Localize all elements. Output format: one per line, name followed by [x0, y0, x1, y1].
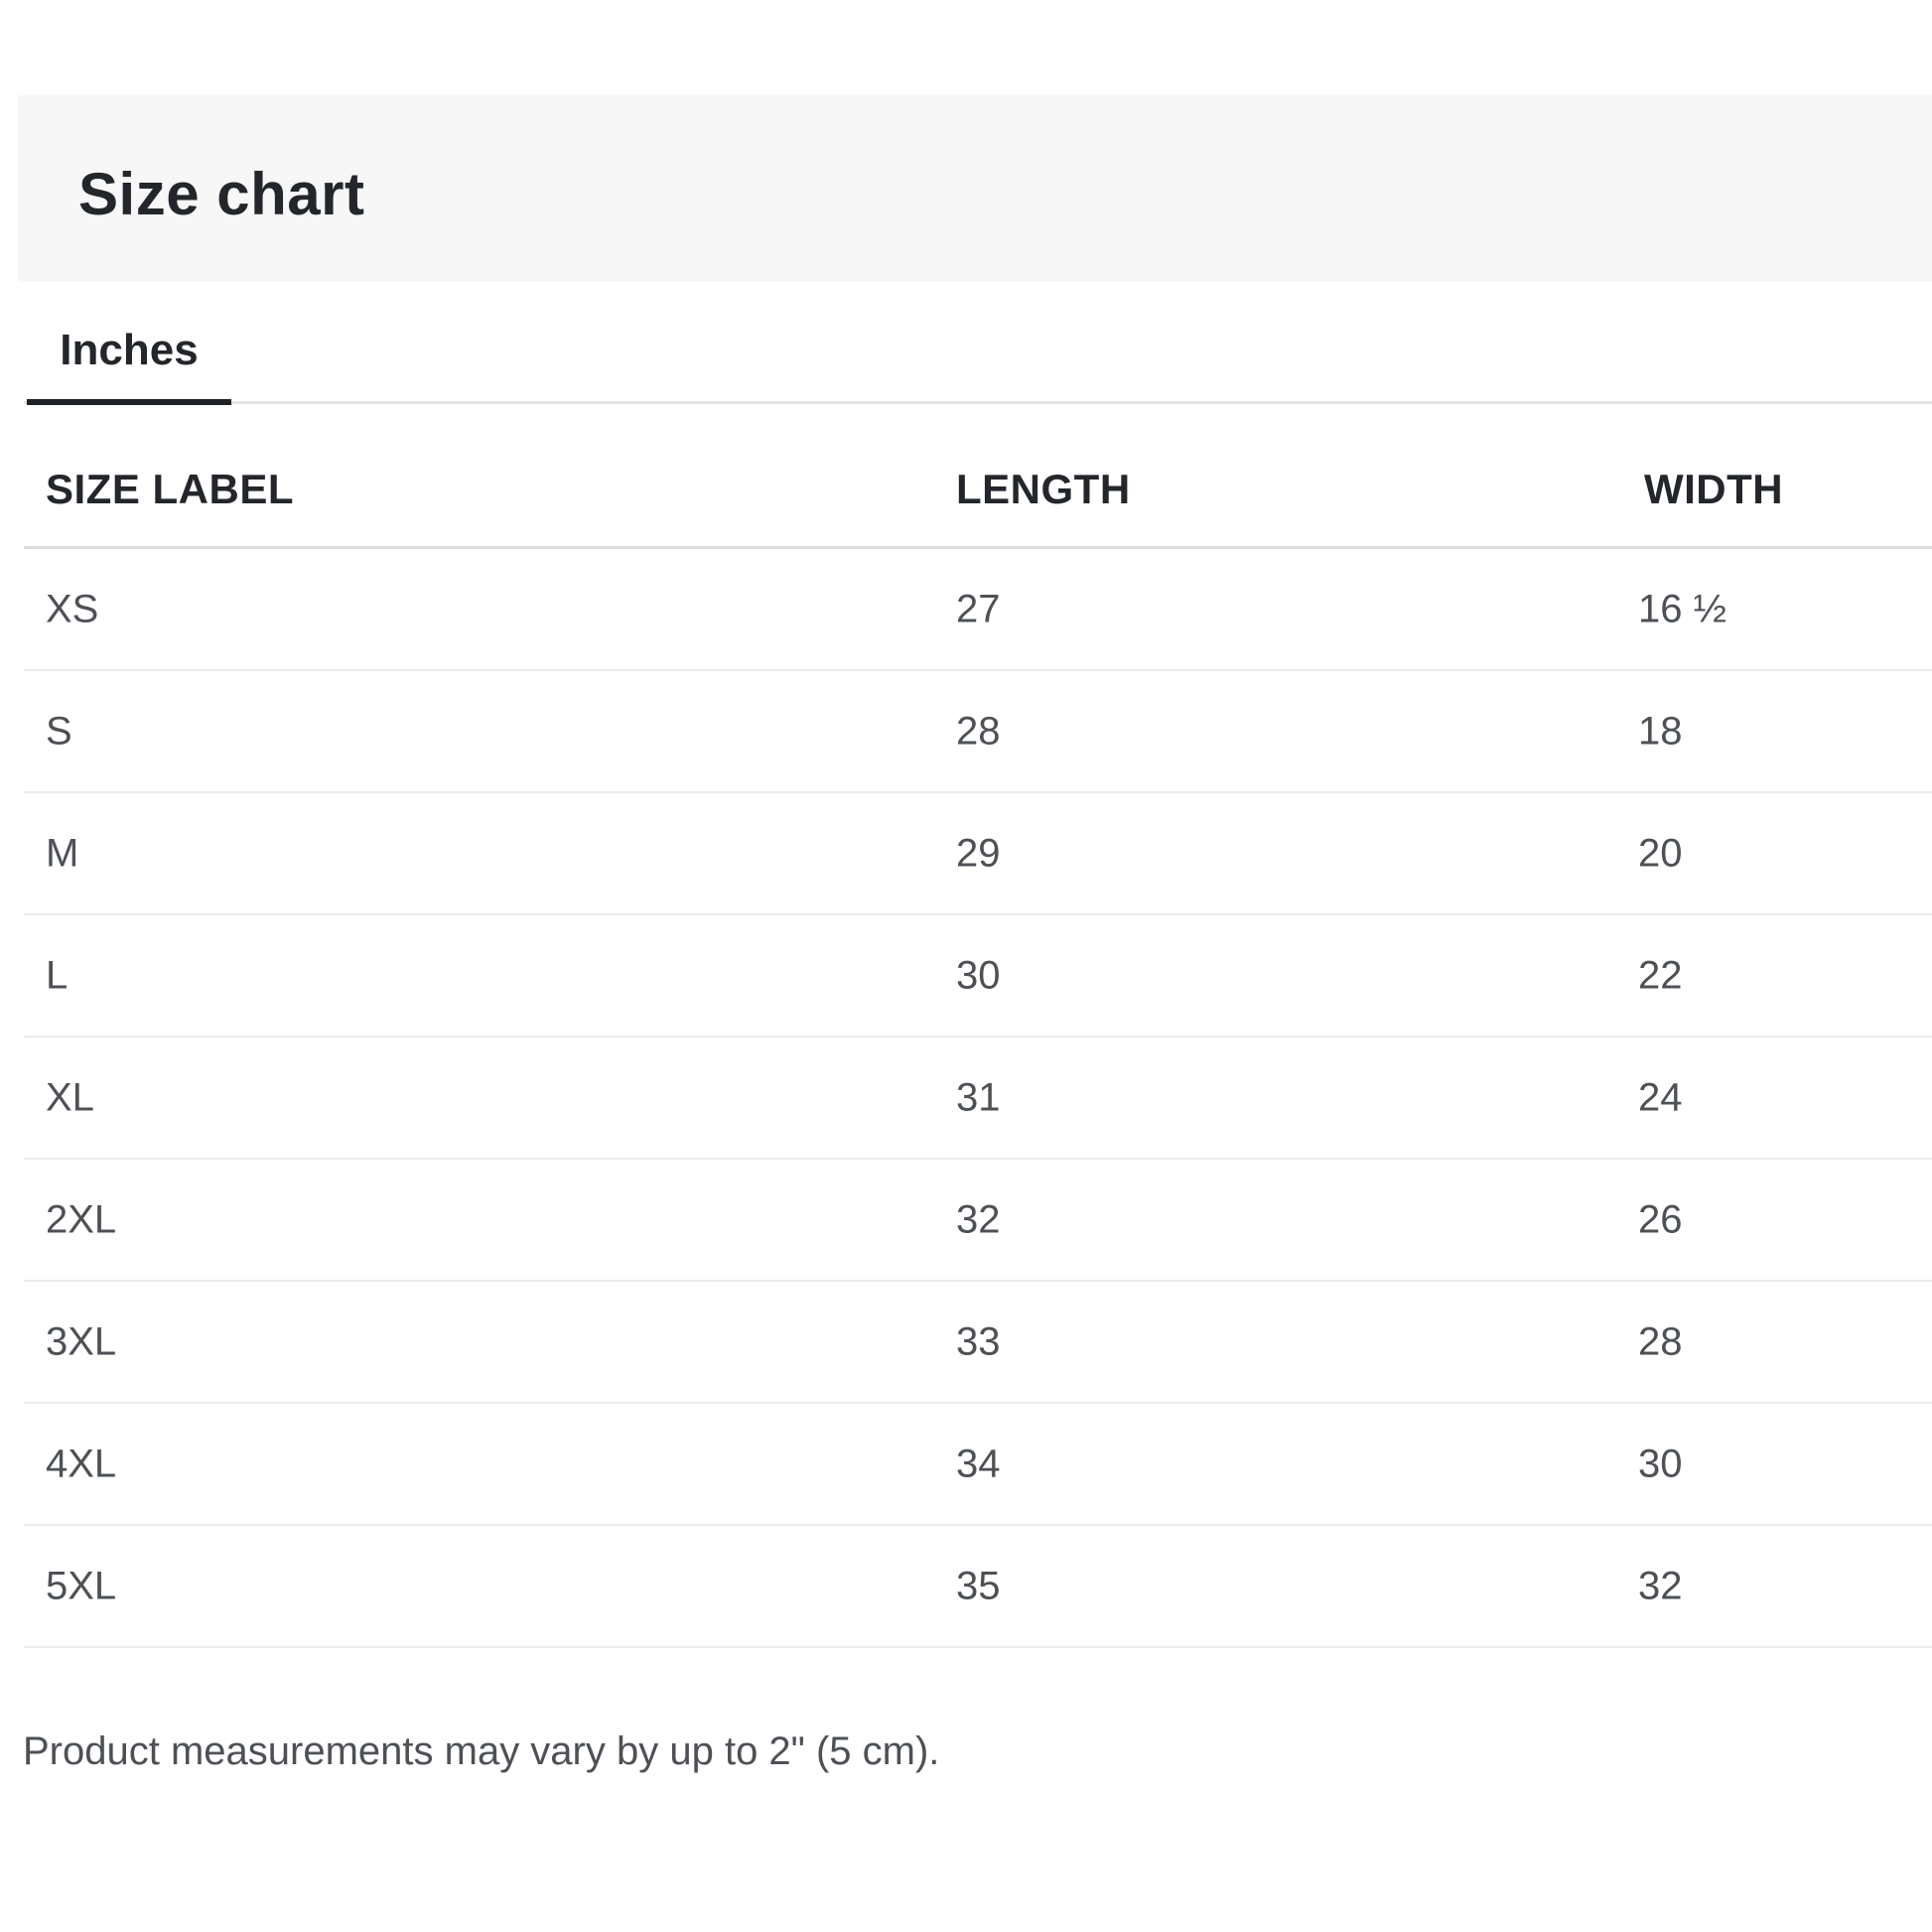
- width-cell: 18: [1638, 708, 1683, 753]
- page-title: Size chart: [78, 160, 365, 227]
- table-header-divider: [24, 546, 1932, 549]
- table-row: 4XL 34 30: [0, 1404, 1932, 1526]
- size-cell: 2XL: [46, 1196, 117, 1241]
- size-cell: M: [46, 830, 79, 875]
- size-table-body: XS 27 16 ½ S 28 18 M 29 20 L 30 22 XL 31…: [0, 549, 1932, 1648]
- table-row: L 30 22: [0, 915, 1932, 1037]
- width-cell: 26: [1638, 1196, 1683, 1241]
- width-cell: 24: [1638, 1074, 1683, 1119]
- tabs-baseline-divider: [24, 401, 1932, 404]
- length-cell: 29: [956, 830, 1001, 875]
- table-row: 3XL 33 28: [0, 1282, 1932, 1404]
- length-cell: 34: [956, 1441, 1001, 1485]
- column-header-size-label: SIZE LABEL: [46, 466, 295, 512]
- length-cell: 33: [956, 1318, 1001, 1363]
- size-chart-header-band: Size chart: [18, 95, 1932, 282]
- size-cell: 4XL: [46, 1441, 117, 1485]
- table-row: XS 27 16 ½: [0, 549, 1932, 671]
- size-cell: XL: [46, 1074, 94, 1119]
- width-cell: 16 ½: [1638, 586, 1726, 630]
- length-cell: 35: [956, 1563, 1001, 1607]
- size-cell: 5XL: [46, 1563, 117, 1607]
- size-cell: L: [46, 952, 69, 997]
- length-cell: 30: [956, 952, 1001, 997]
- length-cell: 28: [956, 708, 1001, 753]
- measurement-disclaimer: Product measurements may vary by up to 2…: [23, 1729, 940, 1773]
- width-cell: 22: [1638, 952, 1683, 997]
- width-cell: 20: [1638, 830, 1683, 875]
- column-header-width: WIDTH: [1644, 466, 1784, 512]
- table-row: 2XL 32 26: [0, 1160, 1932, 1282]
- table-row: M 29 20: [0, 793, 1932, 915]
- width-cell: 30: [1638, 1441, 1683, 1485]
- width-cell: 32: [1638, 1563, 1683, 1607]
- width-cell: 28: [1638, 1318, 1683, 1363]
- length-cell: 27: [956, 586, 1001, 630]
- size-cell: S: [46, 708, 72, 753]
- length-cell: 32: [956, 1196, 1001, 1241]
- table-row: 5XL 35 32: [0, 1526, 1932, 1648]
- length-cell: 31: [956, 1074, 1001, 1119]
- table-row: XL 31 24: [0, 1037, 1932, 1160]
- active-tab-underline: [27, 399, 231, 405]
- size-cell: 3XL: [46, 1318, 117, 1363]
- size-cell: XS: [46, 586, 99, 630]
- table-row: S 28 18: [0, 671, 1932, 793]
- column-header-length: LENGTH: [956, 466, 1131, 512]
- tab-inches[interactable]: Inches: [60, 326, 199, 374]
